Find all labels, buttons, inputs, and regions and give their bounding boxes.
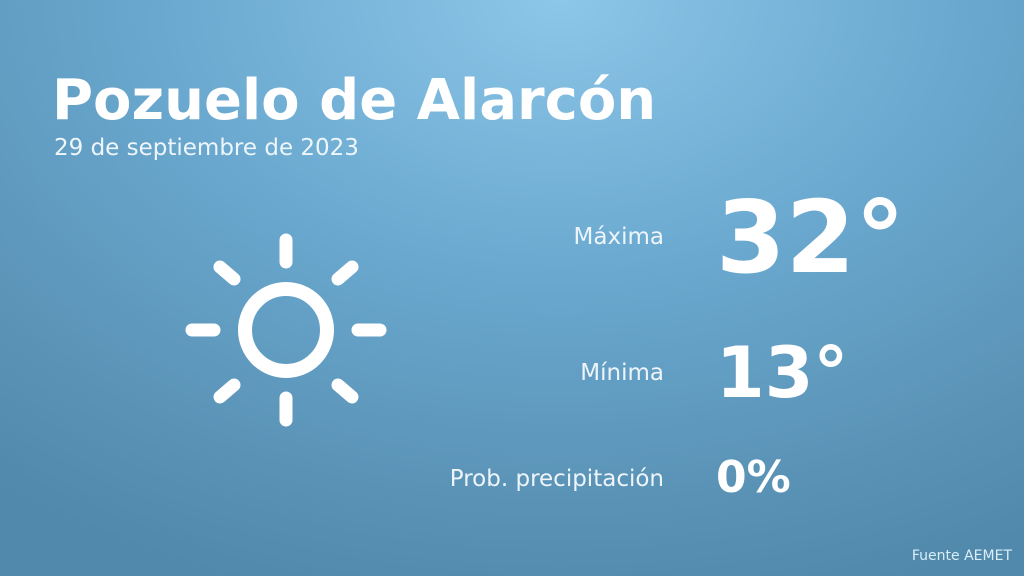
city-title: Pozuelo de Alarcón: [52, 68, 657, 133]
max-temp-value: 32°: [716, 179, 906, 296]
forecast-date: 29 de septiembre de 2023: [54, 135, 359, 161]
min-temp-label: Mínima: [580, 360, 664, 386]
source-credit: Fuente AEMET: [911, 548, 1012, 564]
min-temp-value: 13°: [716, 332, 849, 414]
precip-label: Prob. precipitación: [449, 466, 664, 492]
sun-icon: [185, 233, 387, 427]
max-temp-label: Máxima: [573, 224, 664, 250]
precip-value: 0%: [716, 452, 791, 503]
